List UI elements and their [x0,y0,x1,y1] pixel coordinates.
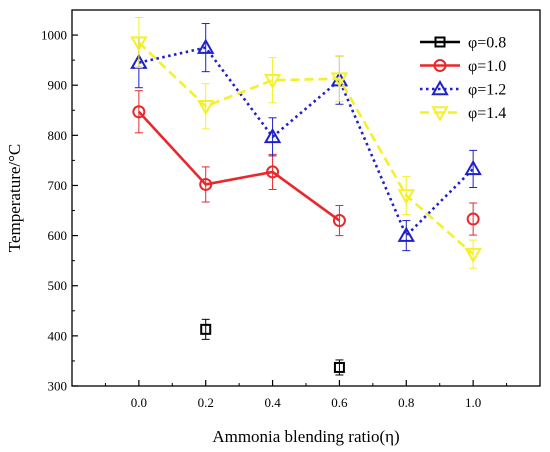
data-point [466,212,480,226]
y-tick-label: 800 [48,128,68,143]
y-tick-label: 1000 [41,28,67,43]
y-tick-label: 500 [48,278,68,293]
data-point [333,361,345,373]
y-tick-label: 300 [48,379,68,394]
data-point [397,226,416,242]
series-line [137,110,341,222]
series-line [137,41,475,256]
x-tick-label: 0.0 [131,395,147,410]
y-tick-label: 700 [48,178,68,193]
data-point [199,177,213,191]
y-tick-label: 600 [48,228,68,243]
data-point [330,72,349,88]
series-2 [130,23,482,252]
series-layer [130,17,482,376]
data-point [397,189,416,205]
y-tick-label: 900 [48,78,68,93]
y-axis-ticks: 300 400 500 600 700 800 900 1000 [41,28,78,394]
legend-label: φ=1.4 [468,105,506,122]
legend-label: φ=0.8 [468,35,506,52]
series-1 [132,90,480,237]
legend: φ=0.8 φ=1.0 φ=1.2 φ=1.4 [420,35,506,122]
x-axis-title: Ammonia blending ratio(η) [212,427,399,446]
series-line [138,46,475,238]
legend-marker [431,106,449,122]
data-point [263,127,282,144]
data-point [196,38,215,54]
legend-marker [433,59,447,72]
data-point [196,100,215,116]
data-point [200,323,212,335]
x-tick-label: 0.2 [198,395,214,410]
data-point [464,159,482,176]
x-tick-label: 0.6 [331,395,348,410]
legend-marker [434,36,446,48]
legend-label: φ=1.2 [468,82,506,99]
series-0 [200,318,345,376]
legend-marker [431,79,449,96]
series-3 [130,17,482,269]
y-axis-title: Temperature/°C [5,144,24,253]
x-tick-label: 0.8 [398,395,414,410]
y-tick-label: 400 [48,328,68,343]
x-axis-ticks: 0.0 0.2 0.4 0.6 0.8 1.0 [104,380,508,410]
x-tick-label: 1.0 [465,395,481,410]
x-tick-label: 0.4 [264,395,281,410]
data-point [130,36,148,52]
data-point [332,214,346,228]
data-point [132,105,146,119]
data-point [266,165,280,179]
legend-label: φ=1.0 [468,58,506,75]
data-point [464,247,482,264]
data-point [263,73,282,90]
